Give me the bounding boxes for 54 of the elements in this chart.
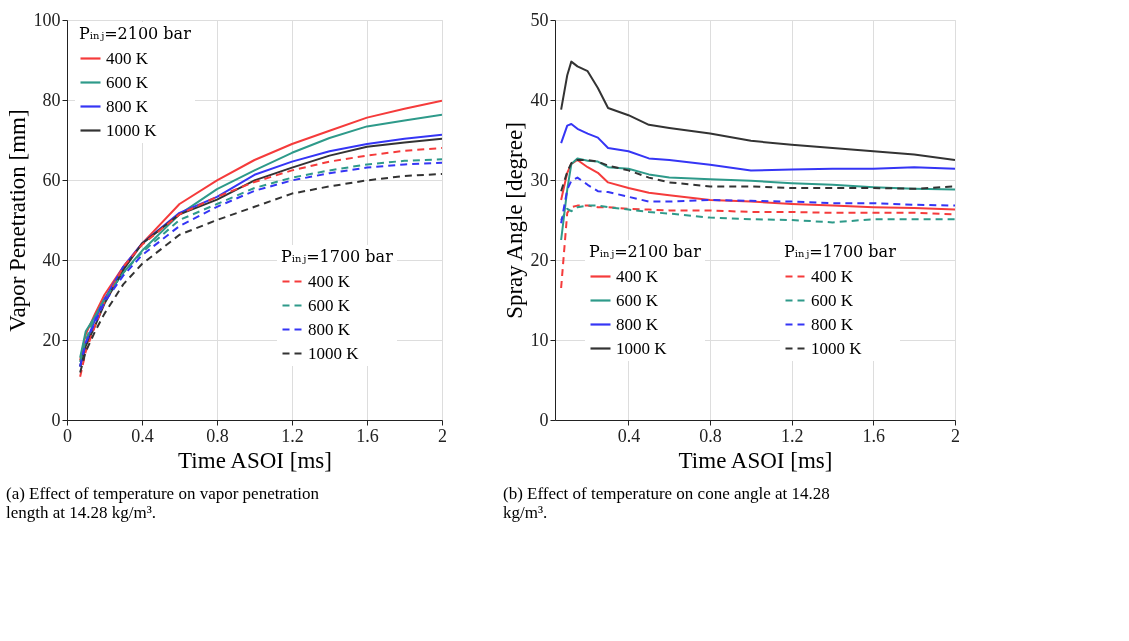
line-series [560,123,955,172]
legend-label: 1000 K [106,120,158,140]
legend-label: 800 K [811,314,854,334]
y-tick-label: 60 [42,169,61,190]
y-tick-label: 0 [51,409,61,430]
y-axis-title: Spray Angle [degree] [501,122,527,319]
annotation: Pᵢₙⱼ=1700 bar [784,242,897,261]
line-series [560,157,955,241]
y-tick-label: 20 [530,249,549,270]
text: (b) Effect of temperature on cone angle at 14.28 kg/m³. [503,484,830,522]
legend-label: 1000 K [308,343,360,363]
x-tick-label: 1.2 [780,425,804,446]
legend-label: 400 K [616,266,659,286]
x-tick-label: 0.8 [699,425,722,446]
y-tick-label: 10 [530,329,549,350]
legend-label: 1000 K [616,338,668,358]
y-axis-title: Vapor Penetration [mm] [4,109,30,332]
y-tick-label: 40 [530,89,549,110]
line-series [560,159,955,193]
y-tick-label: 80 [42,89,61,110]
line-series [560,159,955,211]
x-tick-label: 2 [951,425,960,446]
line-series [560,176,955,225]
legend-label: 600 K [616,290,659,310]
x-tick-label: 0.8 [206,425,229,446]
x-tick-label: 2 [438,425,447,446]
legend-label: 600 K [811,290,854,310]
annotation: Pᵢₙⱼ=2100 bar [79,24,192,43]
y-tick-label: 40 [42,249,61,270]
y-tick-label: 100 [33,9,61,30]
text: (a) Effect of temperature on vapor penetration length at 14.28 kg/m³. [6,484,320,522]
x-axis-title: Time ASOI [ms] [678,447,833,473]
legend-label: 600 K [308,295,351,315]
legend-label: 400 K [811,266,854,286]
legend-label: 800 K [308,319,351,339]
line-series [560,60,955,161]
legend-label: 800 K [616,314,659,334]
x-tick-label: 1.2 [281,425,304,446]
x-tick-label: 0.4 [617,425,641,446]
legend-label: 800 K [106,96,149,116]
legend-label: 400 K [308,271,351,291]
annotation: Pᵢₙⱼ=1700 bar [281,247,394,266]
x-tick-label: 1.6 [862,425,886,446]
y-tick-label: 20 [42,329,61,350]
x-tick-label: 0.4 [131,425,154,446]
legend-label: 1000 K [811,338,863,358]
legend-label: 400 K [106,48,149,68]
legend-label: 600 K [106,72,149,92]
y-tick-label: 30 [530,169,549,190]
x-tick-label: 1.6 [356,425,379,446]
x-axis-title: Time ASOI [ms] [178,447,332,473]
y-tick-label: 50 [530,9,549,30]
annotation: Pᵢₙⱼ=2100 bar [589,242,702,261]
y-tick-label: 0 [539,409,549,430]
